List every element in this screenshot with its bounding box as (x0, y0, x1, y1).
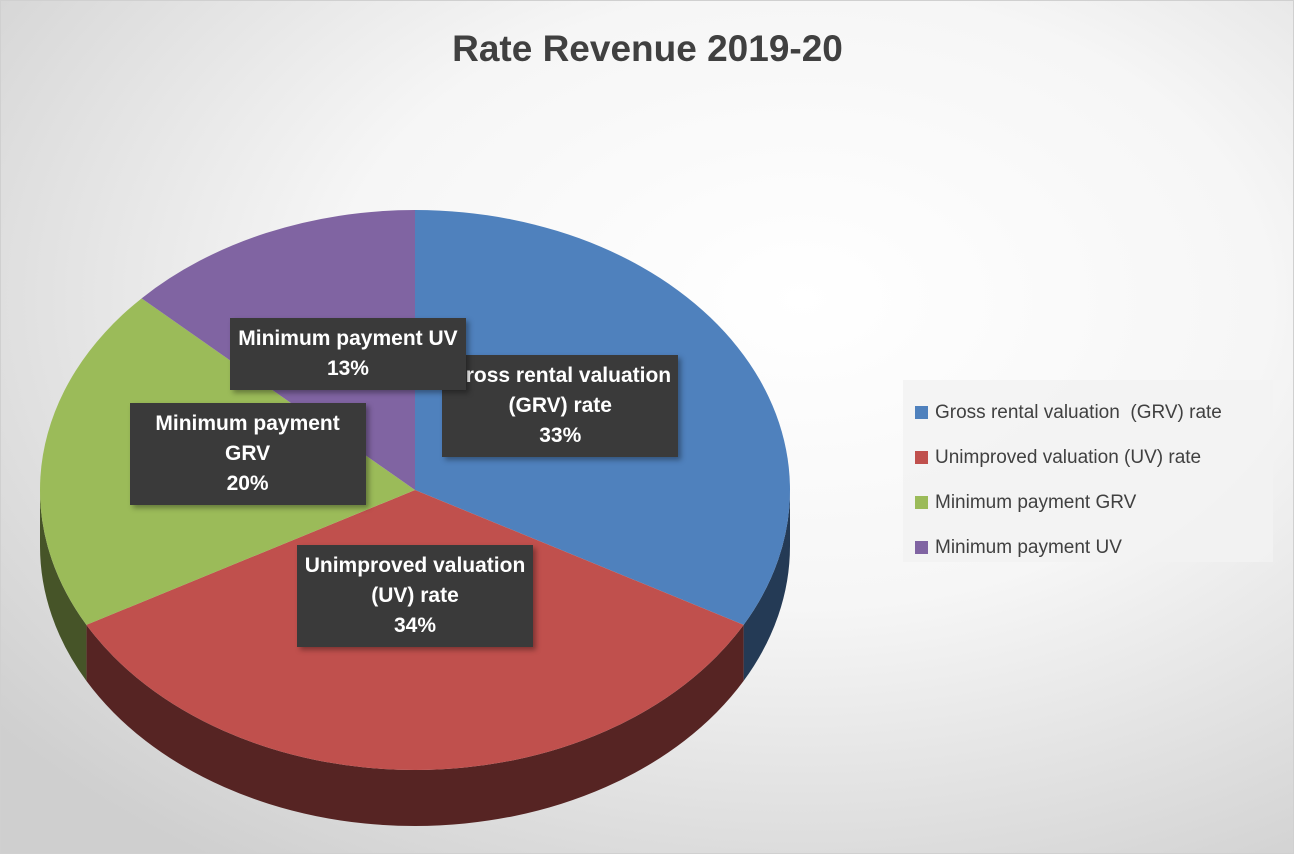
data-label-category: Unimproved valuation (UV) rate (304, 554, 532, 607)
chart-title: Rate Revenue 2019-20 (452, 28, 843, 69)
data-label-value: 33% (539, 423, 582, 447)
legend-swatch (915, 496, 928, 509)
data-label: Gross rental valuation (GRV) rate 33% (442, 354, 683, 457)
legend-label: Minimum payment GRV (935, 491, 1137, 513)
slice-side (743, 490, 790, 681)
legend-item: Minimum payment GRV (915, 480, 1261, 525)
data-label: Minimum payment GRV 20% (129, 403, 366, 506)
data-label: Unimproved valuation (UV) rate 34% (297, 545, 533, 647)
legend-label: Minimum payment UV (935, 536, 1122, 558)
pie (39, 210, 791, 827)
slice-side (86, 624, 744, 827)
legend-swatch (915, 451, 928, 464)
legend-label: Gross rental valuation (GRV) rate (935, 401, 1222, 423)
data-label-category: Minimum payment GRV (155, 412, 346, 466)
data-label-value: 20% (226, 472, 269, 496)
legend: Gross rental valuation (GRV) rate Unimpro… (903, 380, 1273, 562)
legend-label: Unimproved valuation (UV) rate (935, 446, 1202, 468)
data-label-category: Minimum payment UV (238, 327, 458, 351)
data-label-value: 34% (393, 614, 437, 637)
legend-swatch (915, 406, 928, 419)
legend-swatch (915, 541, 928, 554)
legend-item: Minimum payment UV (915, 525, 1261, 570)
data-label: Minimum payment UV 13% (229, 318, 466, 391)
legend-item: Unimproved valuation (UV) rate (915, 435, 1261, 480)
data-label-category: Gross rental valuation (GRV) rate (449, 363, 683, 417)
data-label-value: 13% (326, 357, 369, 381)
slice-side (40, 490, 87, 681)
legend-item: Gross rental valuation (GRV) rate (915, 390, 1261, 435)
